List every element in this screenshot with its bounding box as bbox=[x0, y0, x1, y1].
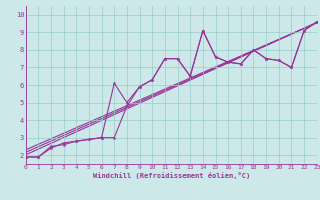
X-axis label: Windchill (Refroidissement éolien,°C): Windchill (Refroidissement éolien,°C) bbox=[92, 172, 250, 179]
